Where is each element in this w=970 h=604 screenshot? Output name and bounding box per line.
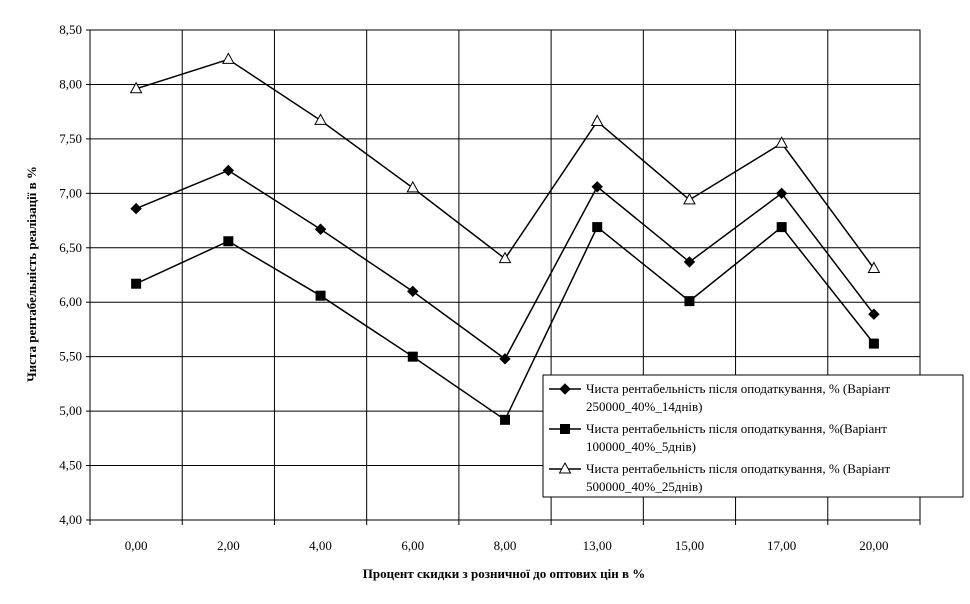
data-point-triangle xyxy=(314,113,327,125)
data-point-triangle xyxy=(498,251,512,264)
legend-label: 100000_40%_5днів) xyxy=(586,439,696,454)
x-tick-label: 20,00 xyxy=(859,538,888,553)
y-tick-label: 8,00 xyxy=(59,76,82,91)
data-point-square xyxy=(407,351,418,362)
legend-label: Чиста рентабельність після оподаткування… xyxy=(586,421,887,436)
y-tick-label: 7,50 xyxy=(59,131,82,146)
data-point-square xyxy=(776,222,787,233)
legend-label: Чиста рентабельність після оподаткування… xyxy=(586,461,891,476)
series-1 xyxy=(130,164,880,365)
x-tick-label: 6,00 xyxy=(401,538,424,553)
data-point-diamond xyxy=(407,285,419,298)
data-point-square xyxy=(315,290,326,301)
y-axis-title: Чиста рентабельність реалізації в % xyxy=(24,166,39,382)
legend-label: 250000_40%_14днів) xyxy=(586,399,702,414)
data-point-square xyxy=(868,338,879,349)
x-tick-label: 17,00 xyxy=(767,538,796,553)
data-point-square xyxy=(500,414,510,425)
data-point-triangle xyxy=(590,114,604,126)
data-point-square xyxy=(223,236,234,247)
data-point-diamond xyxy=(868,308,880,320)
x-tick-label: 8,00 xyxy=(494,538,517,553)
y-tick-label: 6,00 xyxy=(59,294,82,309)
x-tick-labels: 0,00 2,00 4,00 6,00 8,00 13,00 15,00 17,00 20,00 xyxy=(125,538,889,553)
data-point-triangle xyxy=(406,180,420,193)
data-point-square xyxy=(131,278,142,289)
data-point-triangle xyxy=(221,52,235,64)
data-point-diamond xyxy=(314,223,327,235)
data-point-triangle xyxy=(129,81,143,94)
legend-item: Чиста рентабельність після оподаткування… xyxy=(549,421,887,454)
legend-box xyxy=(542,374,964,498)
legend-label: Чиста рентабельність після оподаткування… xyxy=(586,381,891,396)
legend-item: Чиста рентабельність після оподаткування… xyxy=(549,381,891,414)
data-point-square xyxy=(592,222,603,233)
data-point-triangle xyxy=(775,136,789,148)
y-tick-label: 8,50 xyxy=(59,22,82,37)
data-point-diamond xyxy=(222,164,235,177)
x-tick-label: 2,00 xyxy=(217,538,240,553)
x-tick-label: 0,00 xyxy=(125,538,148,553)
y-tick-label: 6,50 xyxy=(59,240,82,255)
data-point-triangle xyxy=(683,192,696,205)
axes xyxy=(86,29,921,525)
data-point-triangle xyxy=(867,261,881,273)
legend-marker-square xyxy=(560,424,570,434)
data-point-diamond xyxy=(499,353,511,365)
data-point-square xyxy=(684,296,695,307)
data-point-diamond xyxy=(775,187,788,200)
legend: Чиста рентабельність після оподаткування… xyxy=(542,374,964,498)
y-tick-label: 4,50 xyxy=(59,458,82,473)
x-tick-label: 13,00 xyxy=(583,538,612,553)
data-point-diamond xyxy=(683,256,696,268)
y-tick-label: 5,00 xyxy=(59,403,82,418)
data-point-diamond xyxy=(130,202,142,215)
legend-label: 500000_40%_25днів) xyxy=(586,479,702,494)
series-3 xyxy=(129,52,881,273)
x-tick-label: 4,00 xyxy=(309,538,332,553)
x-tick-label: 15,00 xyxy=(675,538,704,553)
y-tick-labels: 4,00 4,50 5,00 5,50 6,00 6,50 7,00 7,50 8,00 8,50 xyxy=(59,22,82,527)
legend-item: Чиста рентабельність після оподаткування… xyxy=(549,461,891,494)
data-point-diamond xyxy=(591,181,603,193)
y-tick-label: 5,50 xyxy=(59,349,82,364)
x-axis-title: Процент скидки з розничної до оптових ці… xyxy=(363,566,645,581)
series-2 xyxy=(131,222,879,425)
legend-marker-diamond xyxy=(559,383,571,395)
y-tick-label: 4,00 xyxy=(59,512,82,527)
y-tick-label: 7,00 xyxy=(59,185,82,200)
series-group xyxy=(129,52,881,425)
legend-marker-triangle xyxy=(558,461,572,474)
